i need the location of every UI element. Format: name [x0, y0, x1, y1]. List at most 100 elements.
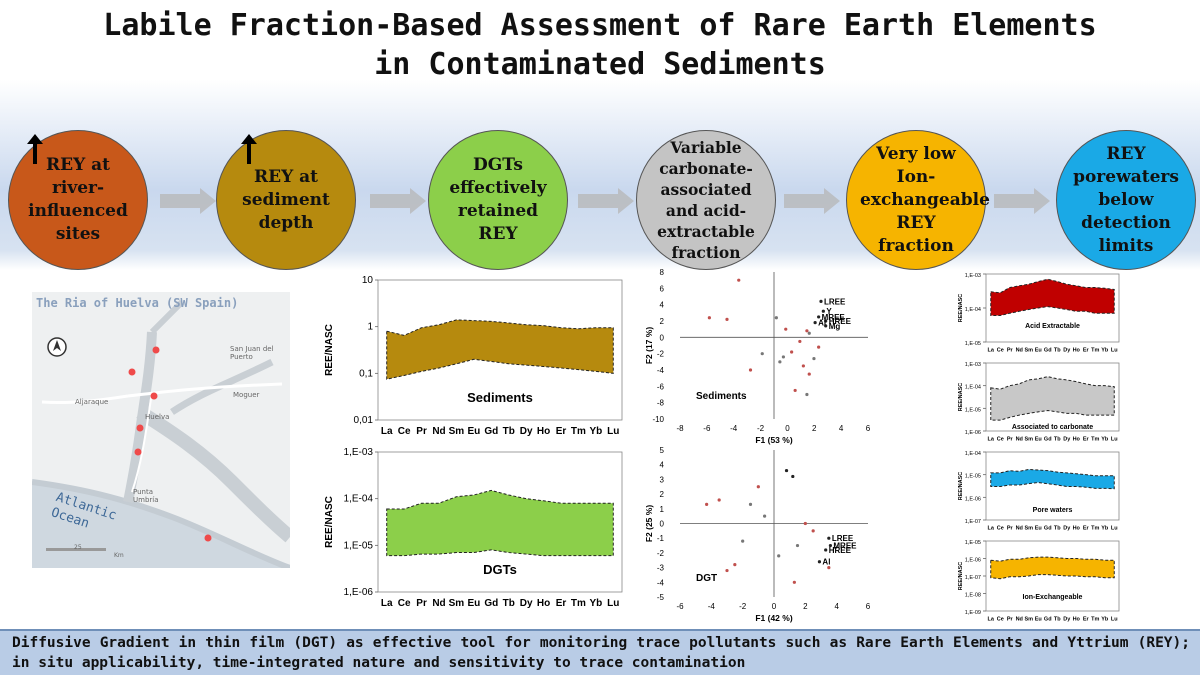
score-point	[824, 548, 828, 552]
x-tick-label: Yb	[1101, 437, 1109, 443]
score-point	[824, 319, 828, 323]
x-tick-label: -4	[730, 424, 738, 433]
variable-label: Al	[822, 558, 830, 567]
score-point	[777, 554, 781, 558]
x-tick-label: Ho	[1073, 617, 1081, 623]
x-tick-label: Pr	[1007, 526, 1014, 532]
y-tick-label: -8	[657, 399, 665, 408]
x-tick-label: Yb	[589, 598, 602, 609]
data-band	[386, 489, 614, 557]
place-label: Aljaraque	[75, 398, 109, 406]
x-tick-label: Ho	[1073, 437, 1081, 443]
y-tick-label: 0,1	[359, 368, 373, 379]
x-tick-label: Eu	[467, 426, 480, 437]
x-tick-label: Sm	[449, 426, 465, 437]
x-tick-label: 2	[812, 424, 817, 433]
x-tick-label: Eu	[1035, 617, 1042, 623]
finding-circle-6: REY porewaters below detection limits	[1056, 130, 1196, 270]
chart-title: Sediments	[467, 390, 533, 405]
score-point	[781, 355, 785, 359]
x-tick-label: Yb	[589, 426, 602, 437]
title-line-1: Labile Fraction-Based Assessment of Rare…	[103, 8, 1097, 43]
x-tick-label: Dy	[1063, 348, 1071, 354]
x-tick-label: Tb	[1054, 348, 1061, 354]
title-line-2: in Contaminated Sediments	[374, 47, 826, 82]
score-point	[763, 514, 767, 518]
y-tick-label: 1,E-05	[965, 341, 981, 347]
score-point	[795, 543, 800, 548]
y-tick-label: -3	[657, 564, 665, 573]
y-tick-label: 0	[660, 333, 665, 342]
data-band	[990, 468, 1115, 490]
y-tick-label: 1,E-05	[344, 540, 374, 551]
y-axis-label: REE/NASC	[958, 562, 964, 590]
x-tick-label: Dy	[520, 426, 533, 437]
score-point	[748, 368, 753, 372]
variable-label: Al	[818, 319, 826, 328]
x-tick-label: 4	[839, 424, 844, 433]
x-tick-label: Eu	[1035, 348, 1042, 354]
finding-text-4: Variable carbonate-associated and acid-e…	[657, 138, 755, 262]
x-tick-label: Ce	[997, 526, 1004, 532]
pore-waters-chart: 1,E-04 1,E-05 1,E-06 1,E-07 La Ce Pr Nd Sm Eu Gd Tb…	[958, 451, 1120, 532]
x-tick-label: Er	[1083, 526, 1090, 532]
ion-exchangeable-chart: 1,E-05 1,E-06 1,E-07 1,E-08 1,E-09 La Ce Pr Nd Sm…	[958, 540, 1120, 623]
x-tick-label: Tm	[1091, 348, 1099, 354]
x-tick-label: Tb	[1054, 437, 1061, 443]
variable-label: Y	[826, 307, 832, 316]
y-tick-label: 1,E-05	[965, 474, 981, 480]
x-tick-label: Dy	[1063, 617, 1071, 623]
score-point	[807, 331, 811, 335]
finding-circle-2: REY at sediment depth	[216, 130, 356, 270]
x-tick-label: Yb	[1101, 526, 1109, 532]
score-point	[803, 521, 807, 526]
x-tick-label: Dy	[520, 598, 533, 609]
x-tick-label: La	[988, 348, 995, 354]
y-tick-label: 0,01	[354, 415, 374, 426]
y-tick-label: -10	[652, 415, 664, 424]
y-tick-label: 1,E-05	[965, 540, 981, 546]
x-tick-label: 4	[834, 602, 839, 611]
score-point	[793, 388, 797, 393]
x-tick-label: Lu	[607, 598, 619, 609]
scale-unit: Km	[114, 552, 124, 559]
score-point	[725, 317, 729, 321]
x-tick-label: Dy	[1063, 437, 1071, 443]
variable-label: Mg	[829, 322, 841, 331]
x-tick-label: Gd	[1044, 617, 1052, 623]
x-tick-label: Pr	[416, 598, 427, 609]
x-tick-label: Tm	[1091, 437, 1099, 443]
map-title: The Ria of Huelva (SW Spain)	[36, 296, 239, 310]
score-point	[725, 568, 729, 573]
y-tick-label: 1,E-06	[965, 430, 981, 436]
place-label: Huelva	[145, 413, 170, 421]
finding-text-1: REY at river-influenced sites	[28, 155, 128, 244]
dgt-ree-chart: 1,E-03 1,E-04 1,E-05 1,E-06 La Ce Pr Nd Sm Eu Gd Tb…	[324, 447, 623, 609]
finding-circle-4: Variable carbonate-associated and acid-e…	[636, 130, 776, 270]
score-point	[817, 315, 821, 319]
x-tick-label: Yb	[1101, 617, 1109, 623]
y-tick-label: 10	[362, 275, 374, 286]
x-tick-label: Pr	[1007, 617, 1014, 623]
x-tick-label: Tb	[503, 598, 515, 609]
x-tick-label: Ho	[1073, 526, 1081, 532]
y-tick-label: 1,E-09	[965, 610, 981, 616]
variable-label: LREE	[824, 297, 846, 306]
flow-arrow-1	[160, 188, 216, 214]
x-tick-label: -2	[757, 424, 765, 433]
y-tick-label: 1,E-03	[965, 273, 981, 279]
sediments-pca-chart: -8 -6 -4 -2 0 2 4 6 8 6 4 2 0 -2 -4 -6 -8 -10 LREEYMREEHRE…	[644, 268, 871, 445]
score-point	[824, 324, 828, 328]
x-tick-label: La	[381, 426, 393, 437]
score-point	[828, 543, 832, 548]
carbonate-chart: 1,E-03 1,E-04 1,E-05 1,E-06 La Ce Pr Nd Sm Eu Gd Tb…	[958, 362, 1120, 443]
x-tick-label: Lu	[1111, 526, 1118, 532]
x-tick-label: Tm	[1091, 526, 1099, 532]
x-tick-label: Gd	[484, 598, 498, 609]
x-tick-label: Er	[1083, 348, 1090, 354]
y-tick-label: 2	[660, 490, 665, 499]
x-tick-label: Tb	[1054, 526, 1061, 532]
x-tick-label: 0	[785, 424, 790, 433]
x-tick-label: -8	[676, 424, 684, 433]
